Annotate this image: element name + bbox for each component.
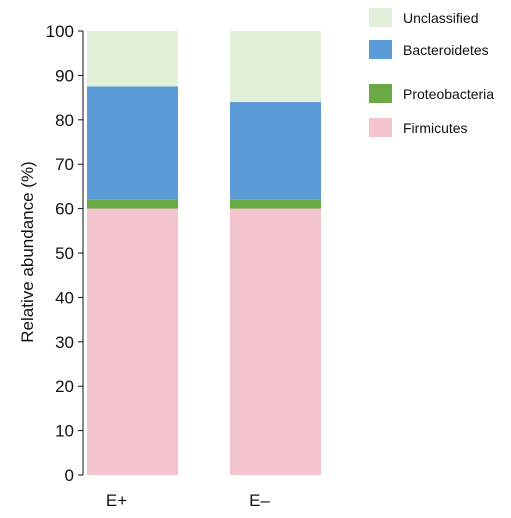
y-tick-label: 90 — [55, 66, 74, 85]
bar-segment-unclassified-1 — [87, 31, 178, 87]
bar-segment-unclassified-2 — [230, 31, 321, 103]
legend: Unclassified Bacteroidetes Proteobacteria F… — [369, 8, 494, 137]
legend-swatch-unclassified — [369, 8, 392, 27]
y-tick-label: 50 — [55, 244, 74, 263]
legend-label-firmicutes: Firmicutes — [403, 120, 468, 136]
x-axis-labels: E+ E– — [106, 491, 271, 510]
bar-segment-firmicutes-2 — [230, 208, 321, 475]
y-axis: 0 10 20 30 40 50 60 70 80 90 100 — [46, 22, 84, 485]
legend-swatch-firmicutes — [369, 118, 392, 137]
y-tick-label: 40 — [55, 288, 74, 307]
legend-label-unclassified: Unclassified — [403, 10, 478, 26]
bar-segment-proteobacteria-1 — [87, 199, 178, 209]
legend-swatch-proteobacteria — [369, 84, 392, 103]
legend-label-bacteroidetes: Bacteroidetes — [403, 42, 489, 58]
y-axis-title: Relative abundance (%) — [18, 161, 37, 342]
y-tick-label: 80 — [55, 111, 74, 130]
y-tick-label: 0 — [65, 466, 74, 485]
x-category-label: E– — [249, 491, 270, 510]
bar-segment-bacteroidetes-1 — [87, 86, 178, 200]
x-category-label: E+ — [106, 491, 127, 510]
y-tick-label: 20 — [55, 377, 74, 396]
y-tick-label: 70 — [55, 155, 74, 174]
bar-segment-bacteroidetes-2 — [230, 102, 321, 200]
y-tick-label: 10 — [55, 422, 74, 441]
legend-swatch-bacteroidetes — [369, 40, 392, 59]
y-tick-label: 30 — [55, 333, 74, 352]
bar-segment-proteobacteria-2 — [230, 199, 321, 209]
y-tick-label: 60 — [55, 200, 74, 219]
bar-segment-firmicutes-1 — [87, 208, 178, 475]
legend-label-proteobacteria: Proteobacteria — [403, 86, 494, 102]
y-tick-label: 100 — [46, 22, 74, 41]
bars-layer — [87, 31, 321, 475]
